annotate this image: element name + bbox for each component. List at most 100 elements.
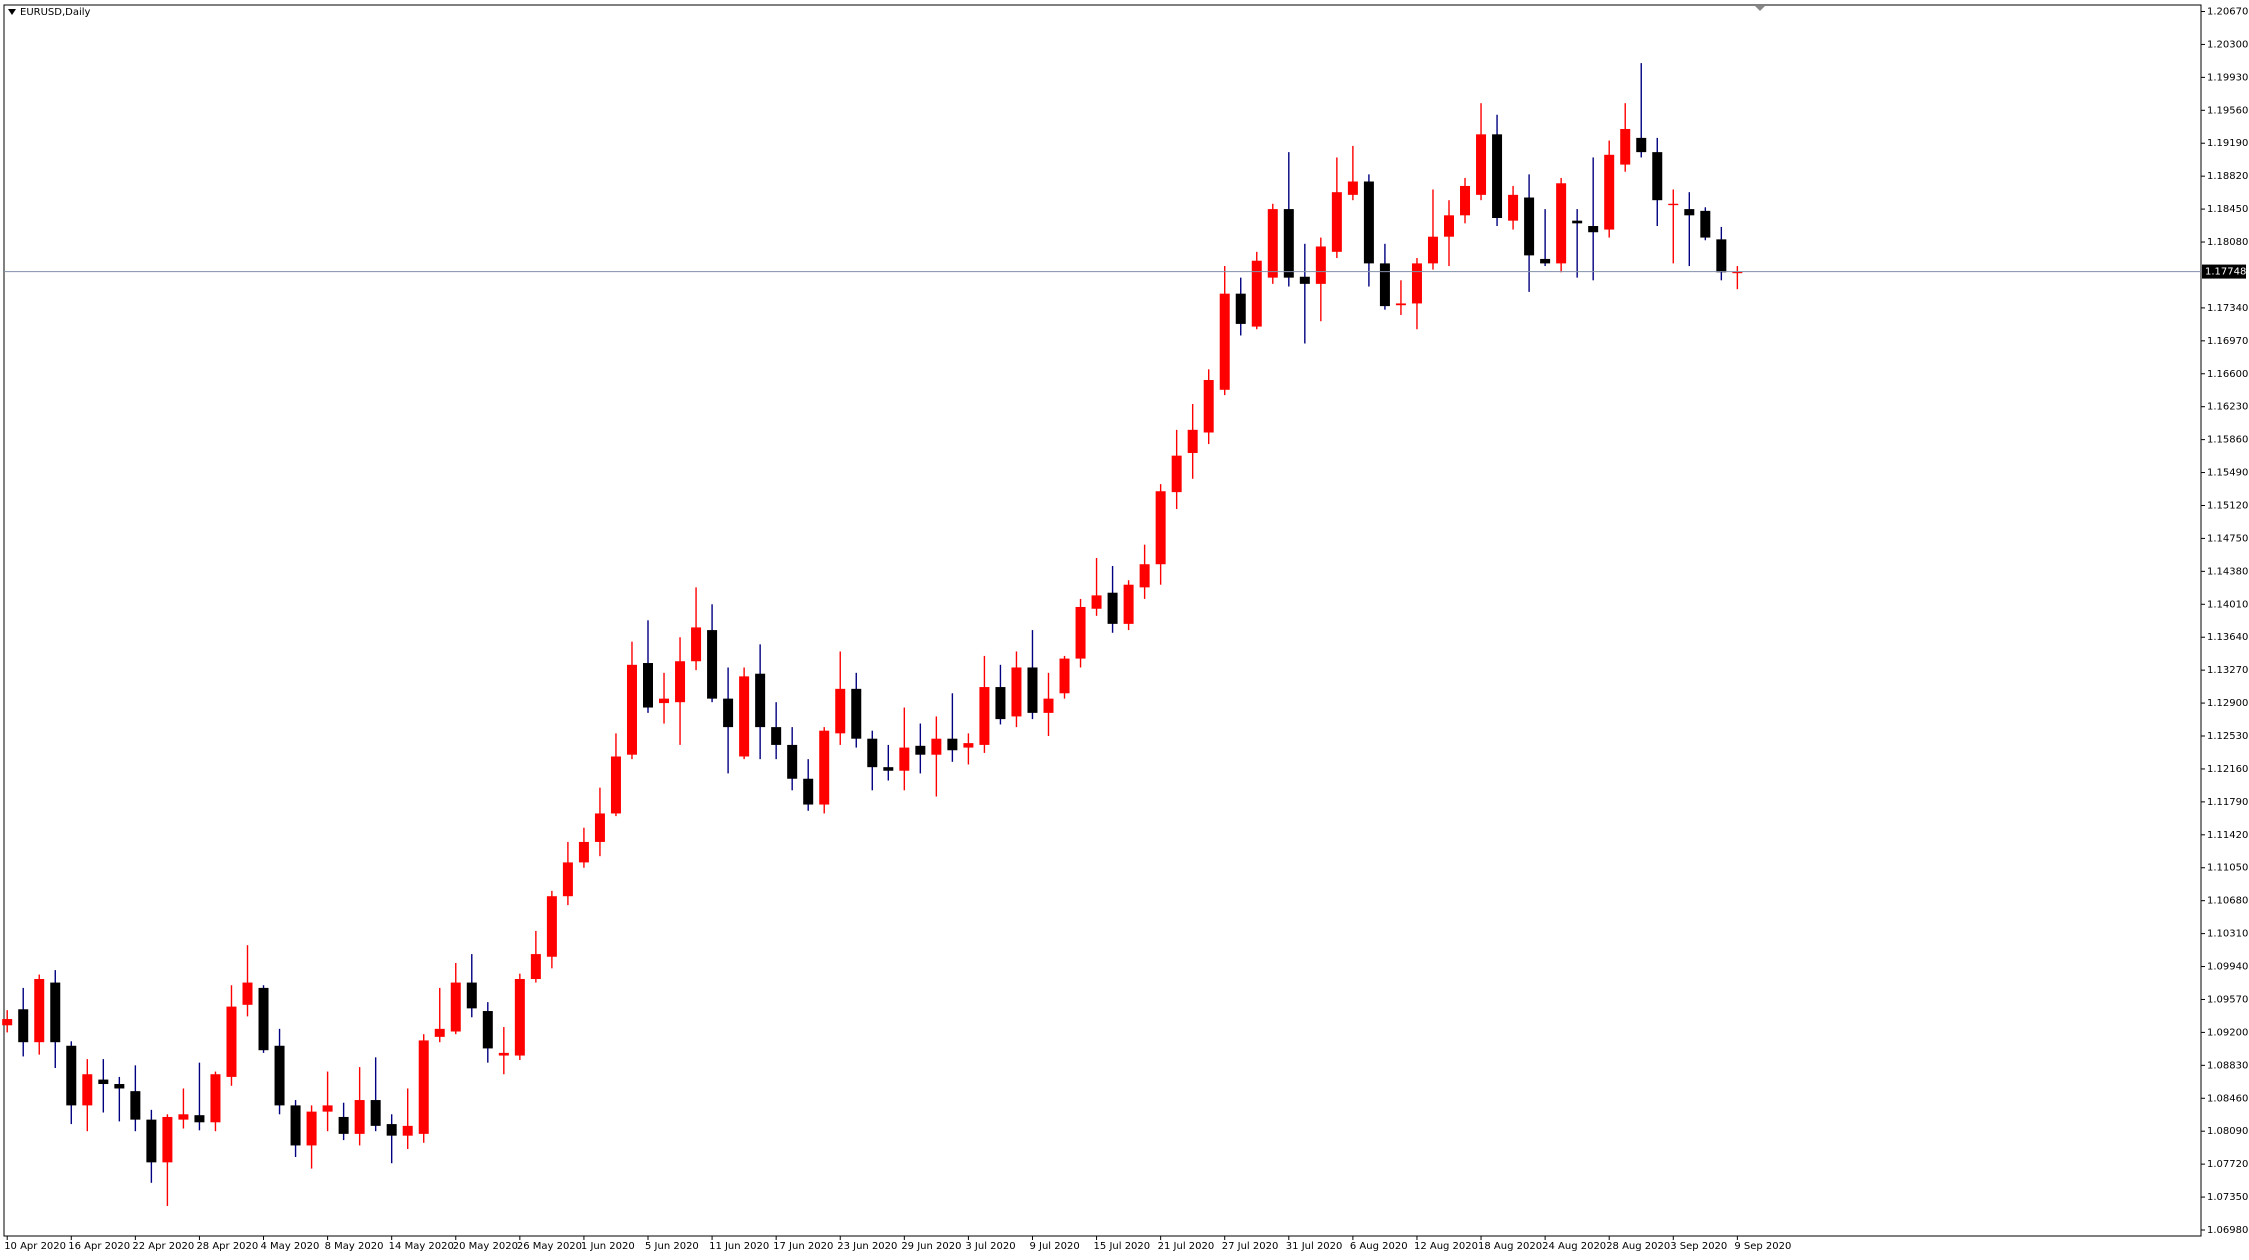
candle-body — [1059, 658, 1070, 694]
x-tick-label: 27 Jul 2020 — [1222, 1241, 1279, 1252]
y-tick-label: 1.10680 — [2207, 896, 2248, 907]
candle-body — [659, 698, 670, 704]
candle-body — [1251, 260, 1262, 327]
candle-body — [130, 1091, 141, 1120]
candle-body — [1572, 220, 1583, 224]
x-tick-label: 8 May 2020 — [325, 1241, 384, 1252]
x-tick-label: 18 Aug 2020 — [1478, 1241, 1542, 1252]
candle-body — [1171, 455, 1182, 493]
y-tick-label: 1.15120 — [2207, 500, 2248, 511]
candle-body — [1091, 595, 1102, 609]
current-price-label: 1.17748 — [2205, 267, 2246, 278]
candle-body — [1588, 226, 1599, 233]
candle-body — [1700, 210, 1711, 238]
y-tick-label: 1.15490 — [2207, 468, 2248, 479]
x-tick-label: 23 Jun 2020 — [837, 1241, 897, 1252]
candle-body — [851, 688, 862, 739]
candle-body — [1508, 194, 1519, 221]
y-tick-label: 1.14380 — [2207, 566, 2248, 577]
candle-body — [322, 1105, 333, 1112]
y-tick-label: 1.06980 — [2207, 1225, 2248, 1236]
candle-body — [610, 756, 621, 814]
candle-body — [1427, 236, 1438, 264]
title-arrow — [8, 9, 16, 15]
y-tick-label: 1.08460 — [2207, 1093, 2248, 1104]
candle-body — [819, 730, 830, 805]
y-tick-label: 1.11420 — [2207, 830, 2248, 841]
scroll-marker — [1755, 6, 1765, 11]
y-tick-label: 1.09200 — [2207, 1027, 2248, 1038]
x-tick-label: 9 Jul 2020 — [1029, 1241, 1079, 1252]
candle-body — [1203, 379, 1214, 433]
candle-body — [995, 687, 1006, 720]
candle-body — [1668, 203, 1679, 206]
x-tick-label: 22 Apr 2020 — [132, 1241, 194, 1252]
candle-body — [1011, 667, 1022, 717]
chart-title: EURUSD,Daily — [20, 7, 91, 18]
x-tick-label: 14 May 2020 — [389, 1241, 454, 1252]
candle-body — [1075, 606, 1086, 659]
candle-body — [402, 1125, 413, 1136]
candle-body — [482, 1011, 493, 1049]
candle-body — [707, 630, 718, 699]
candle-body — [1716, 239, 1727, 273]
candle-body — [578, 841, 589, 863]
x-tick-label: 28 Apr 2020 — [196, 1241, 258, 1252]
candle-body — [883, 767, 894, 771]
y-tick-label: 1.13640 — [2207, 632, 2248, 643]
candle-body — [1379, 263, 1390, 307]
y-tick-label: 1.15860 — [2207, 435, 2248, 446]
candle-body — [771, 727, 782, 745]
x-tick-label: 9 Sep 2020 — [1734, 1241, 1791, 1252]
candle-body — [498, 1052, 509, 1056]
y-tick-label: 1.11790 — [2207, 797, 2248, 808]
candle-body — [1107, 592, 1118, 624]
candle-body — [1540, 258, 1551, 264]
candle-body — [530, 954, 541, 980]
candle-body — [194, 1115, 205, 1123]
y-tick-label: 1.16230 — [2207, 402, 2248, 413]
candle-body — [899, 747, 910, 771]
candle-body — [434, 1028, 445, 1037]
y-tick-label: 1.10310 — [2207, 929, 2248, 940]
x-tick-label: 11 Jun 2020 — [709, 1241, 769, 1252]
x-tick-label: 5 Jun 2020 — [645, 1241, 699, 1252]
candle-body — [1347, 181, 1358, 195]
candle-body — [514, 979, 525, 1056]
y-tick-label: 1.12530 — [2207, 731, 2248, 742]
candle-body — [626, 664, 637, 755]
candle-body — [1331, 192, 1342, 252]
candle-body — [386, 1124, 397, 1136]
candle-body — [210, 1074, 221, 1123]
candle-body — [258, 987, 269, 1051]
candle-body — [1620, 128, 1631, 165]
candle-body — [546, 896, 557, 957]
y-tick-label: 1.20300 — [2207, 39, 2248, 50]
candle-body — [50, 982, 61, 1043]
y-tick-label: 1.07350 — [2207, 1192, 2248, 1203]
candle-body — [290, 1105, 301, 1146]
candle-body — [450, 982, 461, 1032]
y-tick-label: 1.09570 — [2207, 994, 2248, 1005]
candle-body — [1395, 303, 1406, 306]
candle-body — [755, 673, 766, 728]
candle-body — [82, 1074, 93, 1106]
x-tick-label: 28 Aug 2020 — [1606, 1241, 1670, 1252]
candle-body — [1652, 152, 1663, 201]
candle-body — [146, 1119, 157, 1163]
x-tick-label: 29 Jun 2020 — [901, 1241, 961, 1252]
candle-body — [1139, 564, 1150, 588]
candle-body — [66, 1045, 77, 1106]
y-tick-label: 1.18080 — [2207, 237, 2248, 248]
candle-body — [1556, 183, 1567, 264]
y-tick-label: 1.11050 — [2207, 863, 2248, 874]
candle-body — [2, 1019, 13, 1026]
x-tick-label: 4 May 2020 — [261, 1241, 320, 1252]
y-tick-label: 1.08830 — [2207, 1060, 2248, 1071]
candle-body — [979, 687, 990, 745]
candle-body — [1123, 584, 1134, 624]
y-tick-label: 1.19190 — [2207, 138, 2248, 149]
candle-body — [867, 738, 878, 768]
candle-body — [274, 1045, 285, 1106]
